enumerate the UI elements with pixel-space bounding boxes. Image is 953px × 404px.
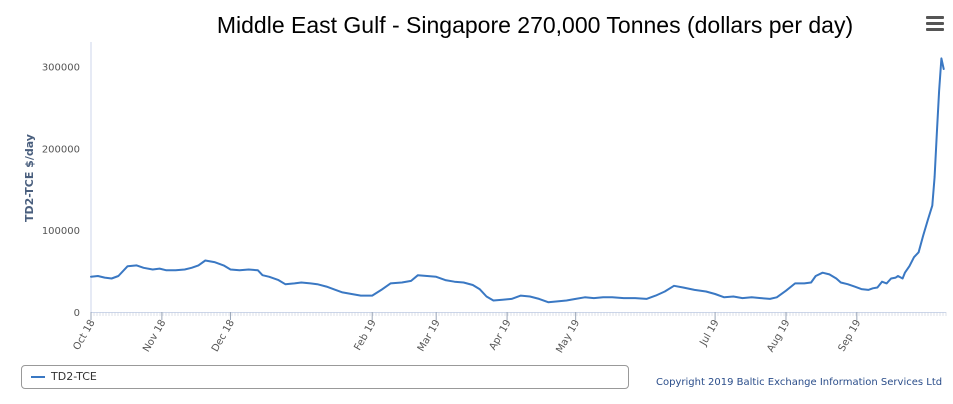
chart-axes	[90, 42, 947, 316]
x-tick-label: Dec 18	[210, 318, 237, 354]
y-tick-label: 100000	[42, 226, 80, 237]
x-tick-label: Nov 18	[141, 318, 168, 354]
x-minor-ticks	[90, 312, 947, 316]
legend-series-swatch	[31, 376, 45, 378]
x-tick-label: Mar 19	[416, 318, 443, 354]
legend-series-label[interactable]: TD2-TCE	[51, 370, 97, 383]
hamburger-menu-icon[interactable]	[926, 16, 944, 34]
x-tick-label: May 19	[554, 318, 582, 355]
x-tick-label: Oct 18	[71, 318, 97, 352]
x-tick-label: Apr 19	[488, 318, 514, 352]
legend[interactable]: TD2-TCE	[21, 365, 629, 389]
x-tick-label: Jul 19	[698, 318, 722, 349]
chart-title: Middle East Gulf - Singapore 270,000 Ton…	[216, 12, 854, 38]
y-tick-label: 300000	[42, 63, 80, 74]
y-tick-label: 0	[74, 308, 80, 319]
y-tick-label: 200000	[42, 144, 80, 155]
copyright-text[interactable]: Copyright 2019 Baltic Exchange Informati…	[656, 377, 943, 388]
y-axis-labels: 0 100000 200000 300000	[42, 63, 80, 319]
series-group	[90, 57, 945, 304]
x-tick-label: Sep 19	[837, 318, 864, 354]
series-line	[90, 57, 945, 304]
x-axis-labels: Oct 18 Nov 18 Dec 18 Feb 19 Mar 19 Apr 19 May …	[71, 312, 863, 355]
y-axis-title: TD2-TCE $/day	[23, 134, 36, 222]
x-tick-label: Feb 19	[352, 318, 378, 353]
x-tick-label: Aug 19	[765, 318, 792, 354]
